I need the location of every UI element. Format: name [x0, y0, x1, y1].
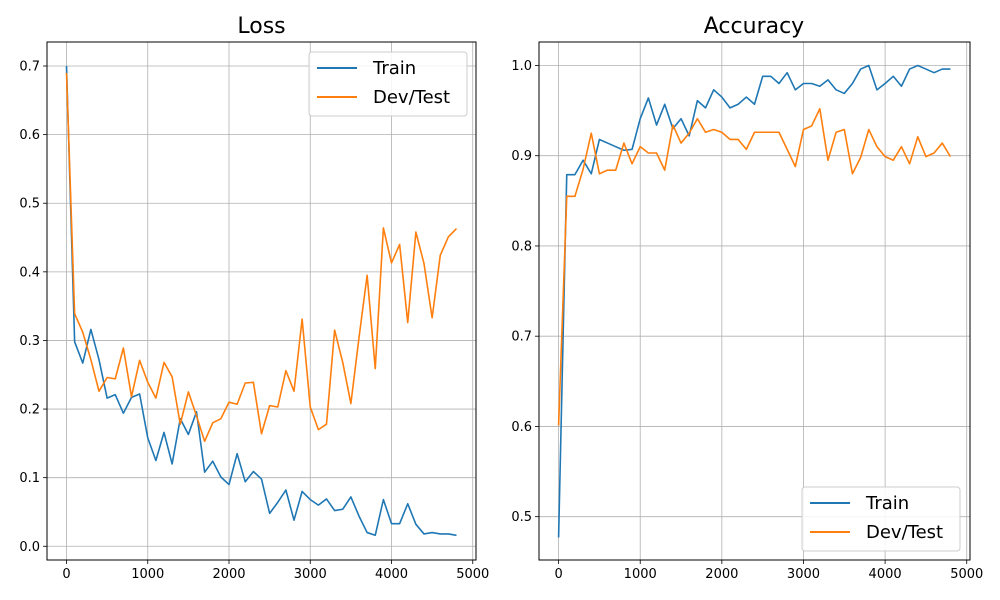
- accuracy-chart-legend: Train Dev/Test: [801, 486, 961, 552]
- loss-x-tick-label: 1000: [131, 567, 164, 582]
- accuracy-chart-title: Accuracy: [704, 14, 804, 39]
- loss-x-tick-label: 0: [62, 567, 70, 582]
- accuracy-y-tick-label: 1.0: [511, 59, 532, 74]
- loss-y-tick-label: 0.4: [19, 265, 40, 280]
- loss-legend-train-label: Train: [372, 58, 416, 79]
- loss-y-tick-label: 0.2: [19, 403, 40, 418]
- accuracy-x-tick-label: 0: [554, 567, 562, 582]
- loss-chart-title: Loss: [237, 14, 285, 39]
- loss-x-tick-label: 5000: [456, 567, 489, 582]
- loss-x-tick-label: 4000: [375, 567, 408, 582]
- loss-chart-ticks: 0 1000 2000 3000 4000 5000 0.0 0.1 0.2 0.3 0.4 0.5 0…: [19, 60, 489, 582]
- loss-x-tick-label: 3000: [294, 567, 327, 582]
- loss-series-devtest-line: [65, 72, 458, 443]
- accuracy-x-tick-label: 4000: [869, 567, 902, 582]
- accuracy-x-tick-label: 1000: [624, 567, 657, 582]
- loss-chart-grid: [47, 42, 476, 560]
- loss-y-tick-label: 0.5: [19, 197, 40, 212]
- accuracy-chart: Accuracy 0 1000 2000 3000 4000 50000.50.60.70…: [511, 14, 983, 582]
- accuracy-legend-devtest-label: Dev/Test: [866, 522, 943, 543]
- accuracy-series-devtest-line: [557, 107, 952, 426]
- loss-chart-series: [65, 65, 458, 537]
- accuracy-chart-series: [557, 64, 952, 538]
- accuracy-y-tick-label: 0.9: [511, 149, 532, 164]
- accuracy-x-tick-label: 3000: [787, 567, 820, 582]
- accuracy-y-tick-label: 0.8: [511, 239, 532, 254]
- loss-x-tick-label: 2000: [212, 567, 245, 582]
- loss-chart-legend: Train Dev/Test: [308, 51, 468, 117]
- loss-y-tick-label: 0.7: [19, 60, 40, 75]
- loss-y-tick-label: 0.1: [19, 471, 40, 486]
- loss-chart-frame: [46, 41, 477, 561]
- accuracy-y-tick-label: 0.5: [511, 510, 532, 525]
- accuracy-legend-train-label: Train: [865, 493, 909, 514]
- accuracy-x-tick-label: 2000: [705, 567, 738, 582]
- loss-y-tick-label: 0.0: [19, 540, 40, 555]
- loss-y-tick-label: 0.6: [19, 128, 40, 143]
- accuracy-chart-grid: [539, 42, 970, 560]
- accuracy-y-tick-label: 0.6: [511, 420, 532, 435]
- accuracy-y-tick-label: 0.7: [511, 330, 532, 345]
- accuracy-chart-ticks: 0 1000 2000 3000 4000 5000 0.5 0.6 0.7 0.8 0.9 1.0: [511, 59, 983, 582]
- accuracy-series-train-line: [557, 64, 951, 538]
- accuracy-x-tick-label: 5000: [950, 567, 983, 582]
- loss-y-tick-label: 0.3: [19, 334, 40, 349]
- loss-chart: Loss 0 1000 2000 3000 4000 5000 0.0 0.1 0.2 0.3 0.…: [19, 14, 489, 582]
- loss-legend-devtest-label: Dev/Test: [373, 87, 450, 108]
- accuracy-chart-frame: [538, 41, 971, 561]
